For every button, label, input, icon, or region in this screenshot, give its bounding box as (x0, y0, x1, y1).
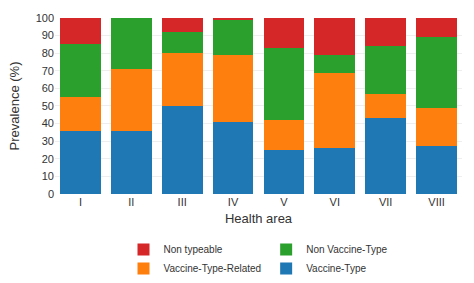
svg-text:50: 50 (42, 100, 54, 112)
svg-text:VIII: VIII (428, 196, 445, 208)
svg-text:100: 100 (36, 12, 54, 24)
svg-text:IV: IV (228, 196, 239, 208)
svg-text:40: 40 (42, 117, 54, 129)
svg-text:Non typeable: Non typeable (164, 244, 223, 255)
svg-text:VI: VI (330, 196, 340, 208)
svg-text:Vaccine-Type: Vaccine-Type (306, 263, 366, 274)
svg-text:II: II (128, 196, 134, 208)
svg-text:0: 0 (48, 188, 54, 200)
svg-text:Health area: Health area (225, 211, 293, 226)
svg-text:III: III (178, 196, 187, 208)
svg-text:80: 80 (42, 47, 54, 59)
svg-text:60: 60 (42, 82, 54, 94)
svg-text:Vaccine-Type-Related: Vaccine-Type-Related (164, 263, 262, 274)
svg-text:90: 90 (42, 29, 54, 41)
svg-text:Prevalence (%): Prevalence (%) (7, 62, 22, 151)
svg-text:I: I (79, 196, 82, 208)
svg-text:30: 30 (42, 135, 54, 147)
svg-text:V: V (280, 196, 288, 208)
svg-text:Non Vaccine-Type: Non Vaccine-Type (306, 244, 387, 255)
svg-text:70: 70 (42, 65, 54, 77)
svg-text:10: 10 (42, 170, 54, 182)
svg-text:VII: VII (379, 196, 392, 208)
svg-text:20: 20 (42, 153, 54, 165)
